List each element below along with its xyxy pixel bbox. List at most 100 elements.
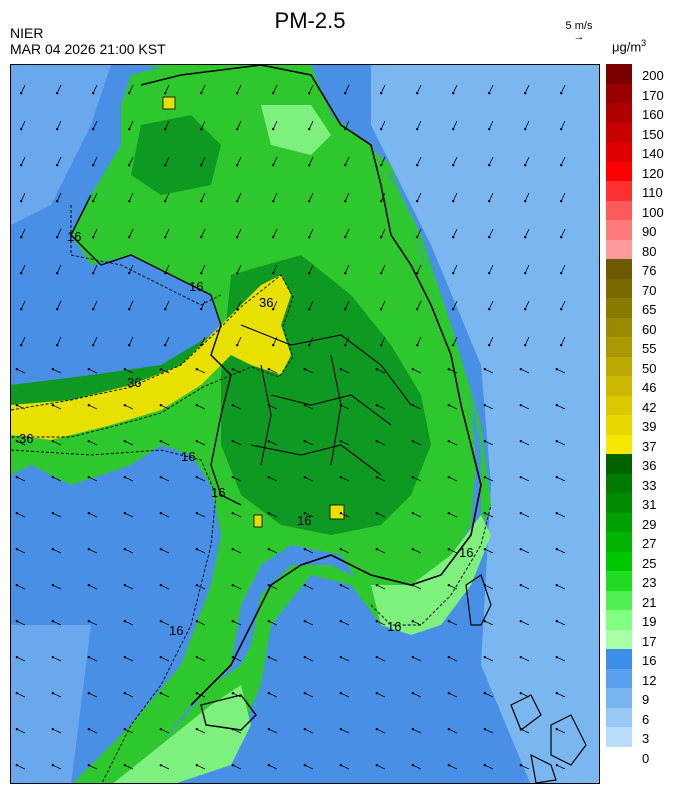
wind-arrow-head [303, 691, 307, 695]
wind-arrow [232, 728, 242, 734]
wind-arrow [488, 300, 494, 310]
wind-arrow [88, 368, 98, 374]
wind-arrow [488, 192, 494, 202]
wind-arrow-head [195, 763, 199, 767]
wind-arrow [412, 620, 422, 626]
map-title: PM-2.5 [274, 8, 346, 33]
wind-arrow-head [123, 547, 127, 551]
wind-arrow [344, 300, 350, 310]
legend-label: 42 [642, 399, 657, 415]
wind-arrow-head [519, 691, 523, 695]
wind-arrow [52, 548, 62, 554]
agency-label: NIER [10, 25, 44, 41]
wind-arrow-head [199, 127, 203, 131]
contour-16-west [70, 205, 222, 306]
wind-arrow-head [127, 343, 131, 347]
wind-arrow-head [127, 271, 131, 275]
wind-arrow [200, 300, 206, 310]
wind-arrow [88, 512, 98, 518]
wind-arrow-head [199, 271, 203, 275]
wind-arrow-head [411, 763, 415, 767]
wind-arrow-head [555, 619, 559, 623]
wind-arrow [56, 264, 62, 274]
wind-arrow-head [375, 439, 379, 443]
wind-arrow-head [55, 343, 59, 347]
wind-arrow [556, 620, 566, 626]
legend-label: 12 [642, 672, 657, 688]
wind-arrow-head [559, 91, 563, 95]
wind-arrow [268, 440, 278, 446]
wind-arrow [52, 512, 62, 518]
agency-and-time: NIER MAR 04 2026 21:00 KST [10, 25, 166, 57]
wind-arrow-head [195, 403, 199, 407]
legend-label: 17 [642, 633, 657, 649]
wind-arrow [268, 512, 278, 518]
wind-arrow-head [51, 439, 55, 443]
legend-swatch [606, 493, 632, 513]
island-south [200, 694, 257, 731]
wind-arrow-head [91, 271, 95, 275]
wind-arrow [92, 156, 98, 166]
wind-arrow [344, 228, 350, 238]
light-green-fringe-north [261, 105, 331, 155]
wind-arrow-head [51, 511, 55, 515]
wind-arrow [452, 120, 458, 130]
wind-arrow-head [159, 367, 163, 371]
wind-arrow-head [559, 235, 563, 239]
wind-arrow [520, 728, 530, 734]
legend-label: 3 [642, 731, 650, 746]
wind-arrow [340, 692, 350, 698]
wind-arrow-head [199, 235, 203, 239]
wind-arrow [124, 548, 134, 554]
wind-arrow [272, 84, 278, 94]
contour-16-southeast [370, 504, 492, 626]
wind-arrow [268, 548, 278, 554]
wind-arrow [92, 264, 98, 274]
wind-arrow-head [339, 475, 343, 479]
wind-arrow-head [339, 403, 343, 407]
wind-arrow [484, 548, 494, 554]
wind-arrow [232, 404, 242, 410]
wind-arrow-head [555, 475, 559, 479]
wind-arrow [88, 440, 98, 446]
legend-label: 120 [642, 165, 664, 181]
wind-arrow [56, 156, 62, 166]
wind-arrow [196, 404, 206, 410]
wind-arrow [452, 300, 458, 310]
wind-arrow [344, 192, 350, 202]
wind-arrow [196, 512, 206, 518]
wind-arrow [88, 584, 98, 590]
wind-arrow [344, 120, 350, 130]
wind-arrow [20, 120, 26, 130]
wind-arrow-head [523, 307, 527, 311]
wind-arrow-head [483, 403, 487, 407]
wind-arrow [380, 120, 386, 130]
wind-arrow [124, 404, 134, 410]
wind-arrow-head [195, 367, 199, 371]
wind-arrow [160, 368, 170, 374]
wind-arrow [488, 156, 494, 166]
wind-arrow [520, 476, 530, 482]
wind-arrow-head [303, 727, 307, 731]
wind-arrow [160, 548, 170, 554]
wind-arrow [128, 264, 134, 274]
wind-arrow-head [123, 583, 127, 587]
wind-arrow-head [231, 619, 235, 623]
wind-arrow [344, 264, 350, 274]
wind-arrow [52, 404, 62, 410]
wind-arrow [20, 84, 26, 94]
wind-arrow [448, 512, 458, 518]
wind-arrow [448, 728, 458, 734]
unit-label: μg/m3 [612, 38, 646, 54]
wind-arrow [268, 728, 278, 734]
wind-arrow-head [195, 691, 199, 695]
wind-arrow [484, 656, 494, 662]
wind-arrow [344, 336, 350, 346]
wind-arrow [340, 440, 350, 446]
wind-arrow [344, 156, 350, 166]
wind-arrow [376, 620, 386, 626]
wind-arrow [416, 120, 422, 130]
wind-arrow [556, 656, 566, 662]
wind-arrow [308, 300, 314, 310]
wind-arrow [556, 404, 566, 410]
